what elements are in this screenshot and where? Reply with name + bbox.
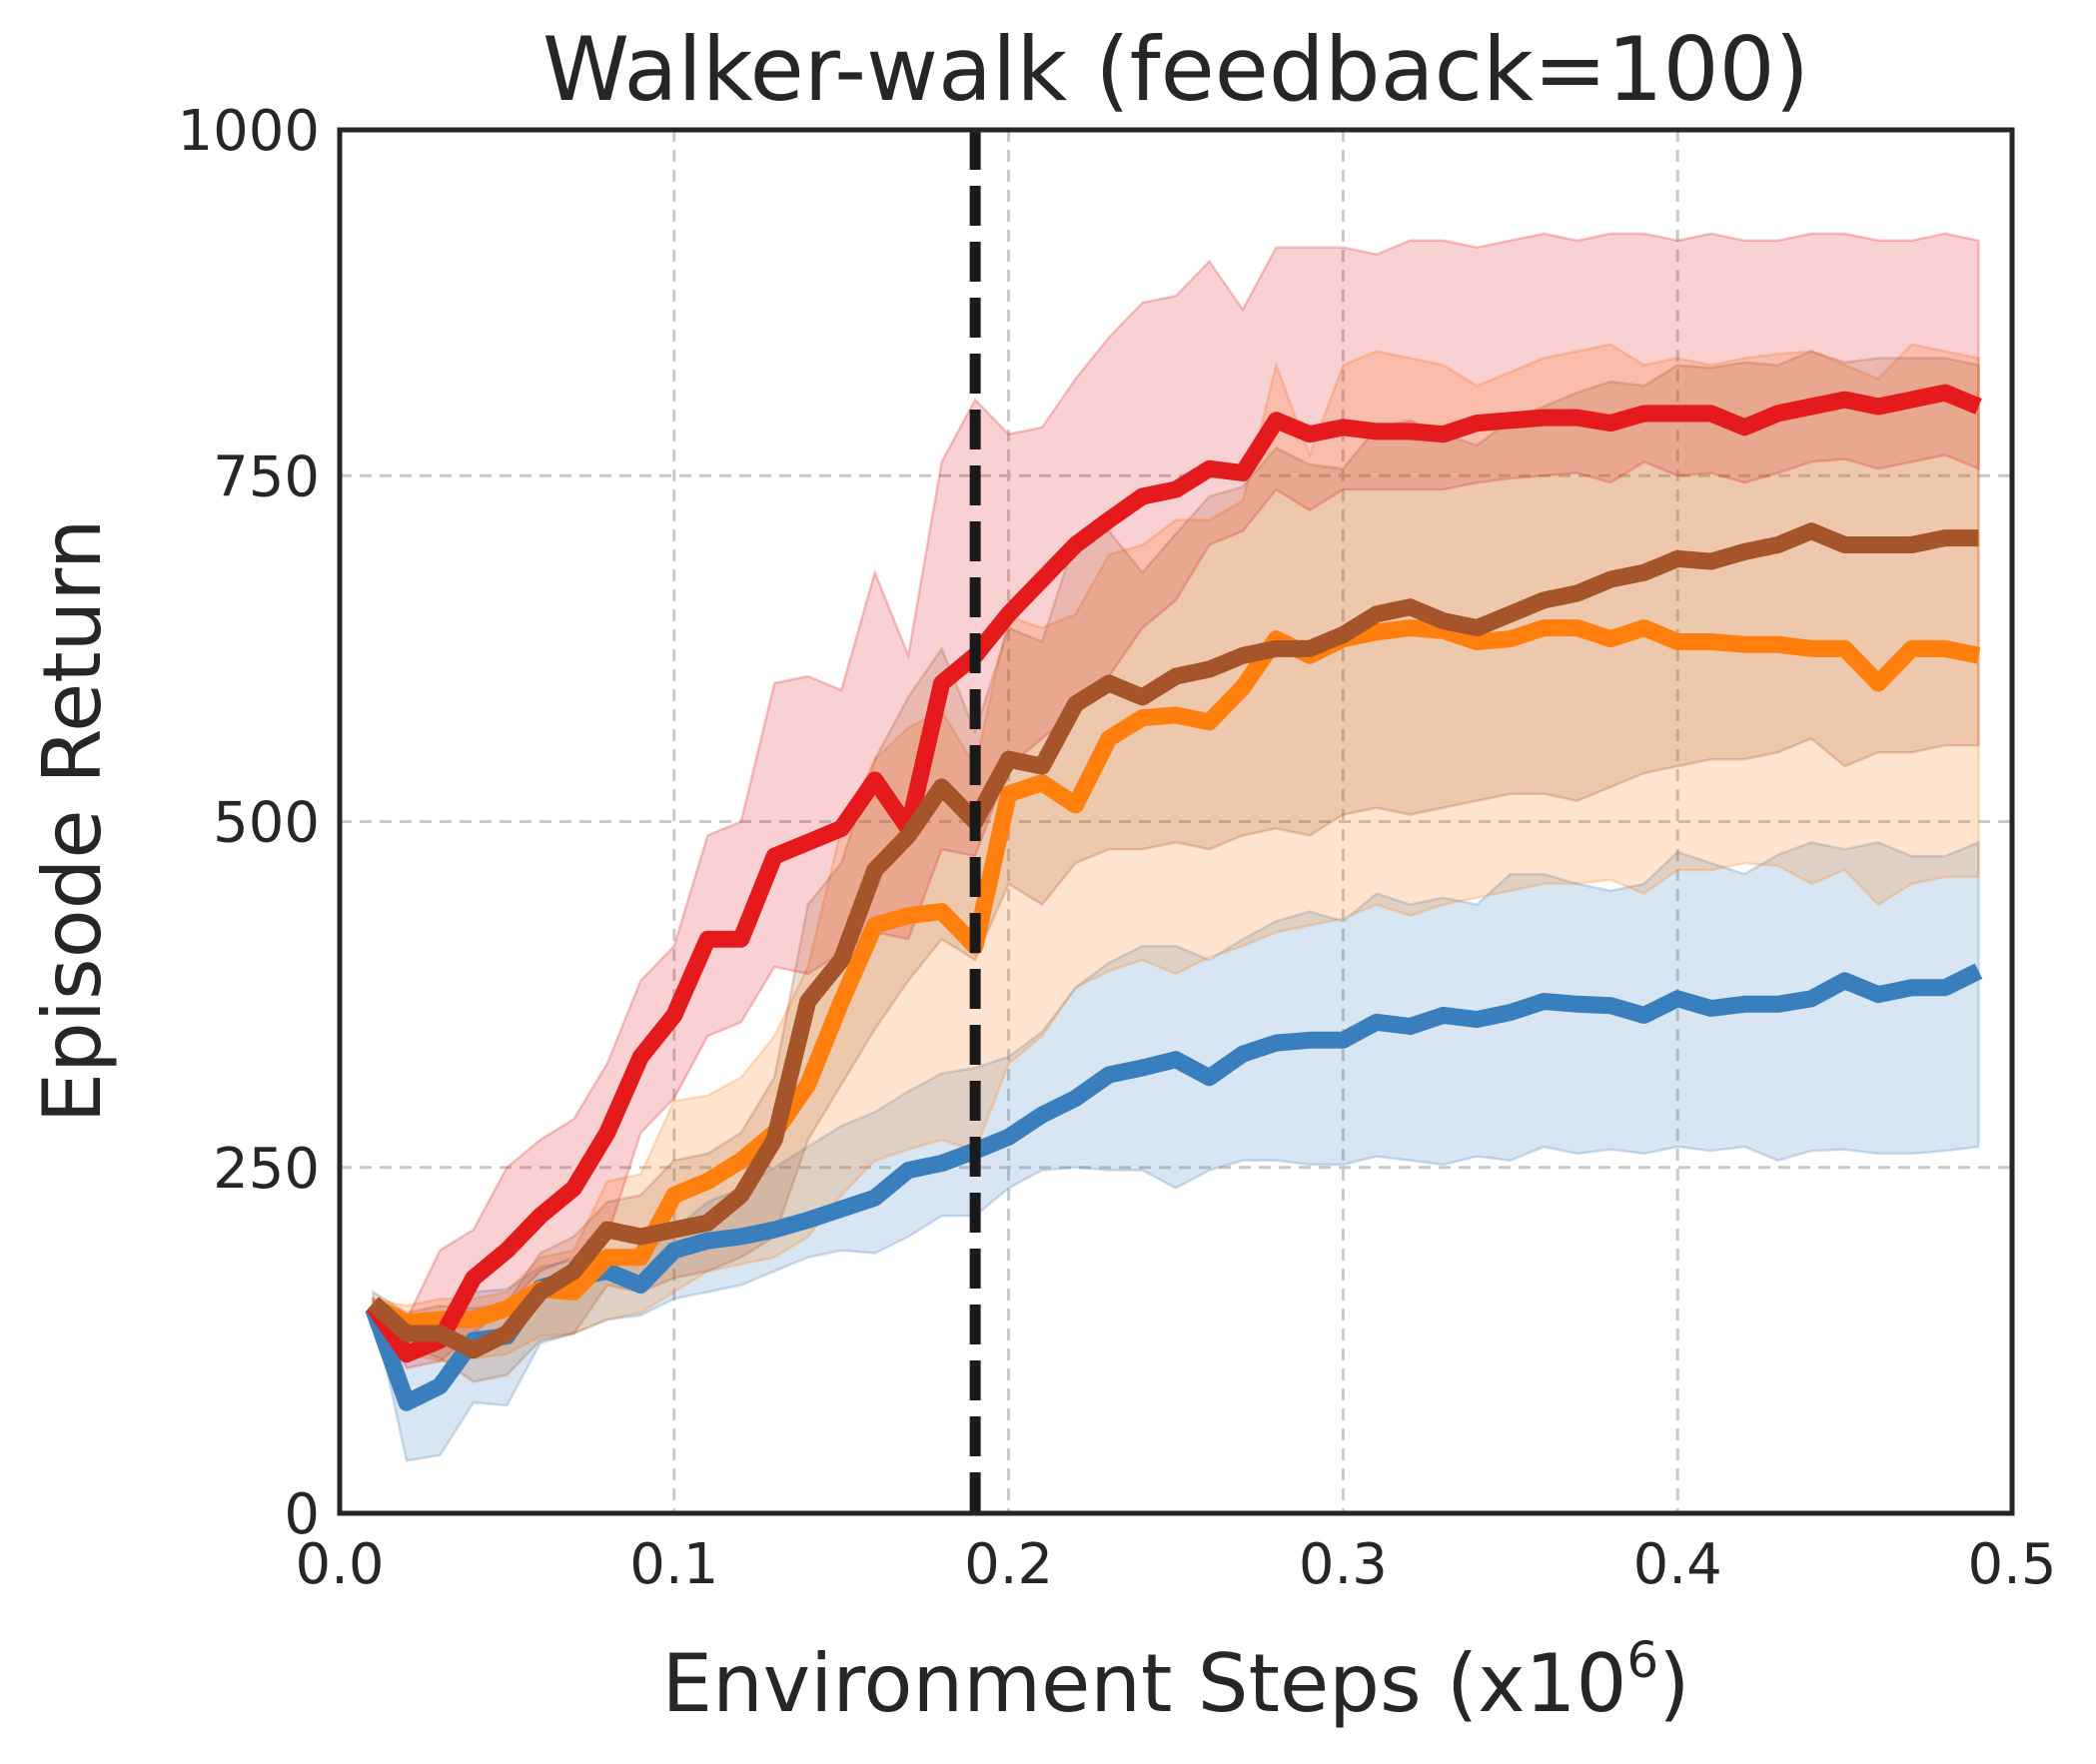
y-tick-label: 0	[284, 1482, 320, 1547]
x-axis-label-main: Environment Steps (x10	[662, 1637, 1627, 1730]
x-tick-label: 0.4	[1633, 1532, 1722, 1597]
plot-frame	[337, 127, 2015, 1516]
y-tick-label: 1000	[177, 99, 320, 164]
tick-labels: 0.0 0.1 0.2 0.3 0.4 0.5 0 250 500 750 1000	[177, 99, 2056, 1597]
x-axis-label: Environment Steps (x106)	[662, 1631, 1690, 1730]
band-red	[372, 232, 1980, 1370]
y-tick-label: 500	[213, 791, 320, 856]
x-tick-label: 0.2	[964, 1532, 1053, 1597]
y-tick-label: 250	[213, 1137, 320, 1202]
x-tick-label: 0.0	[295, 1532, 384, 1597]
x-tick-label: 0.1	[629, 1532, 718, 1597]
line-orange	[369, 619, 1981, 1331]
line-red	[366, 384, 1982, 1363]
y-tick-label: 750	[213, 444, 320, 509]
x-tick-label: 0.5	[1967, 1532, 2056, 1597]
x-axis-label-suffix: )	[1658, 1637, 1689, 1730]
line-blue	[365, 963, 1983, 1411]
x-axis-label-exponent: 6	[1626, 1631, 1658, 1689]
x-tick-label: 0.3	[1299, 1532, 1388, 1597]
chart-title: Walker-walk (feedback=100)	[542, 18, 1809, 121]
series-lines	[365, 384, 1983, 1411]
line-brown	[367, 522, 1979, 1359]
y-axis-label: Episode Return	[26, 518, 119, 1123]
grid-lines	[340, 130, 2012, 1513]
